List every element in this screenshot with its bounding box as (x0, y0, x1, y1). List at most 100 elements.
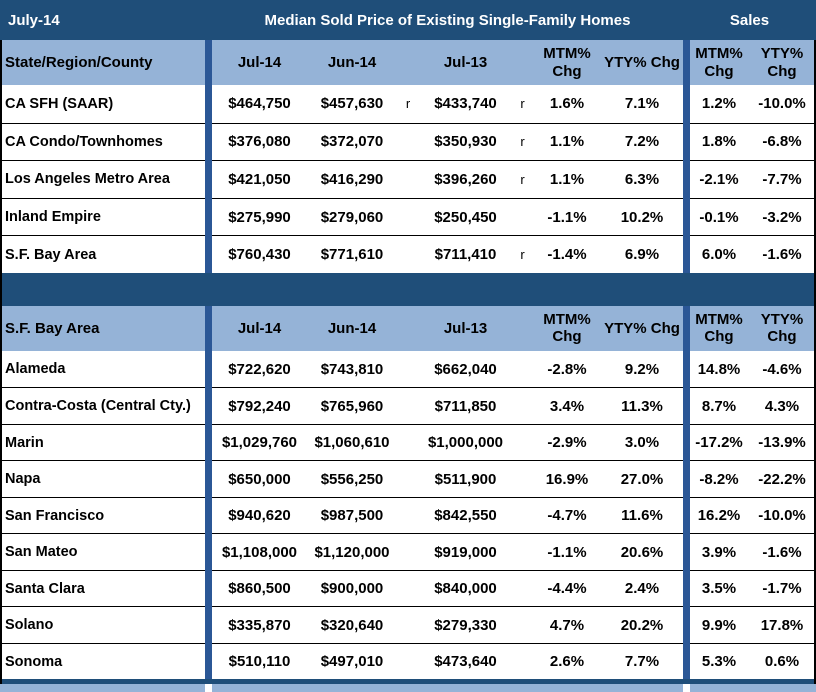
sales-mtm-chg-cell: 16.2% (690, 496, 748, 534)
jul14-price-cell: $760,430 (212, 235, 307, 273)
jun14-price-cell: $457,630 (307, 85, 397, 123)
column-divider (205, 642, 212, 680)
sales-mtm-chg-cell: 3.9% (690, 533, 748, 570)
region-cell: Solano (0, 606, 205, 643)
col-rflag-spacer (397, 305, 419, 351)
col-header-yty-chg: YTY% Chg (601, 40, 683, 85)
region-cell: CA SFH (SAAR) (0, 85, 205, 123)
column-divider (683, 197, 690, 236)
sales-mtm-chg-cell: 3.5% (690, 569, 748, 607)
yty-chg-cell: 27.0% (601, 460, 683, 497)
mtm-chg-cell: -2.8% (533, 350, 601, 388)
jun14-price-cell: $765,960 (307, 387, 397, 424)
column-divider (205, 85, 212, 123)
mtm-chg-cell: 1.6% (533, 85, 601, 123)
sales-yty-chg-cell: -3.2% (748, 197, 816, 236)
revised-flag: r (397, 85, 419, 123)
mtm-chg-cell: -1.4% (533, 235, 601, 273)
sales-mtm-chg-cell: 1.8% (690, 122, 748, 161)
region-cell: S.F. Bay Area (0, 235, 205, 273)
column-divider (205, 235, 212, 273)
revised-flag (512, 423, 533, 461)
jul14-price-cell: $792,240 (212, 387, 307, 424)
col-rflag-spacer (512, 40, 533, 85)
col-header-jun14: Jun-14 (307, 305, 397, 351)
table-row: S.F. Bay Area $760,430 $771,610 $711,410 r -1… (0, 235, 816, 273)
table-row: CA Condo/Townhomes $376,080 $372,070 $350,9… (0, 122, 816, 161)
title-banner: July-14 Median Sold Price of Existing Si… (0, 0, 816, 40)
region-cell: Marin (0, 423, 205, 461)
jul14-price-cell: $650,000 (212, 460, 307, 497)
jul13-price-cell: $473,640 (419, 642, 512, 680)
column-divider (205, 460, 212, 497)
revised-flag (397, 533, 419, 570)
column-divider (683, 85, 690, 123)
jul13-price-cell: $711,850 (419, 387, 512, 424)
region-cell: San Francisco (0, 496, 205, 534)
mtm-chg-cell: 1.1% (533, 160, 601, 198)
sales-section-label: Sales (729, 11, 770, 29)
table2-label: S.F. Bay Area (0, 305, 205, 351)
region-cell: Contra-Costa (Central Cty.) (0, 387, 205, 424)
yty-chg-cell: 9.2% (601, 350, 683, 388)
revised-flag (512, 460, 533, 497)
sales-yty-chg-cell: -13.9% (748, 423, 816, 461)
jul13-price-cell: $350,930 (419, 122, 512, 161)
mtm-chg-cell: -1.1% (533, 197, 601, 236)
mtm-chg-cell: 1.1% (533, 122, 601, 161)
jun14-price-cell: $279,060 (307, 197, 397, 236)
sales-mtm-chg-cell: 8.7% (690, 387, 748, 424)
table-row: Contra-Costa (Central Cty.) $792,240 $765,… (0, 387, 816, 424)
table-row: Napa $650,000 $556,250 $511,900 16.9% 27.0% -8… (0, 460, 816, 497)
revised-flag (397, 423, 419, 461)
region-cell: Sonoma (0, 642, 205, 680)
mtm-line2: Chg (552, 62, 582, 80)
jun14-price-cell: $416,290 (307, 160, 397, 198)
jul14-price-cell: $722,620 (212, 350, 307, 388)
revised-flag (397, 387, 419, 424)
region-cell: Inland Empire (0, 197, 205, 236)
yty-chg-cell: 10.2% (601, 197, 683, 236)
column-divider (683, 350, 690, 388)
sales-yty-chg-cell: -4.6% (748, 350, 816, 388)
table-row: Marin $1,029,760 $1,060,610 $1,000,000 -2.9%… (0, 423, 816, 461)
jul14-price-cell: $510,110 (212, 642, 307, 680)
column-divider (683, 642, 690, 680)
revised-flag: r (512, 85, 533, 123)
table1-label: State/Region/County (0, 40, 205, 85)
col-rflag-spacer (512, 305, 533, 351)
region-cell: Santa Clara (0, 569, 205, 607)
mtm-line1: MTM% (543, 311, 591, 329)
revised-flag (512, 387, 533, 424)
column-divider (205, 305, 212, 351)
sales-yty-line2: Chg (767, 62, 797, 80)
revised-flag (512, 197, 533, 236)
jun14-price-cell: $320,640 (307, 606, 397, 643)
sales-mtm-chg-cell: -2.1% (690, 160, 748, 198)
jul14-price-cell: $1,029,760 (212, 423, 307, 461)
mtm-chg-cell: -2.9% (533, 423, 601, 461)
column-divider (683, 460, 690, 497)
col-header-jul14: Jul-14 (212, 40, 307, 85)
table-row: Sonoma $510,110 $497,010 $473,640 2.6% 7.7% 5.… (0, 642, 816, 680)
col-header-sales-mtm-chg: MTM% Chg (690, 305, 748, 351)
mtm-chg-cell: 2.6% (533, 642, 601, 680)
revised-flag (512, 350, 533, 388)
table-bottom-border (0, 679, 816, 685)
column-divider (683, 569, 690, 607)
jun14-price-cell: $1,120,000 (307, 533, 397, 570)
column-divider (683, 533, 690, 570)
report-title: Median Sold Price of Existing Single-Fam… (264, 11, 631, 29)
revised-flag: r (512, 235, 533, 273)
column-divider (683, 387, 690, 424)
col-rflag-spacer (397, 40, 419, 85)
yty-chg-cell: 20.2% (601, 606, 683, 643)
column-divider (683, 235, 690, 273)
column-divider (683, 423, 690, 461)
mtm-chg-cell: 3.4% (533, 387, 601, 424)
jul13-price-cell: $919,000 (419, 533, 512, 570)
sales-mtm-chg-cell: 5.3% (690, 642, 748, 680)
column-divider (205, 533, 212, 570)
sales-mtm-chg-cell: -8.2% (690, 460, 748, 497)
